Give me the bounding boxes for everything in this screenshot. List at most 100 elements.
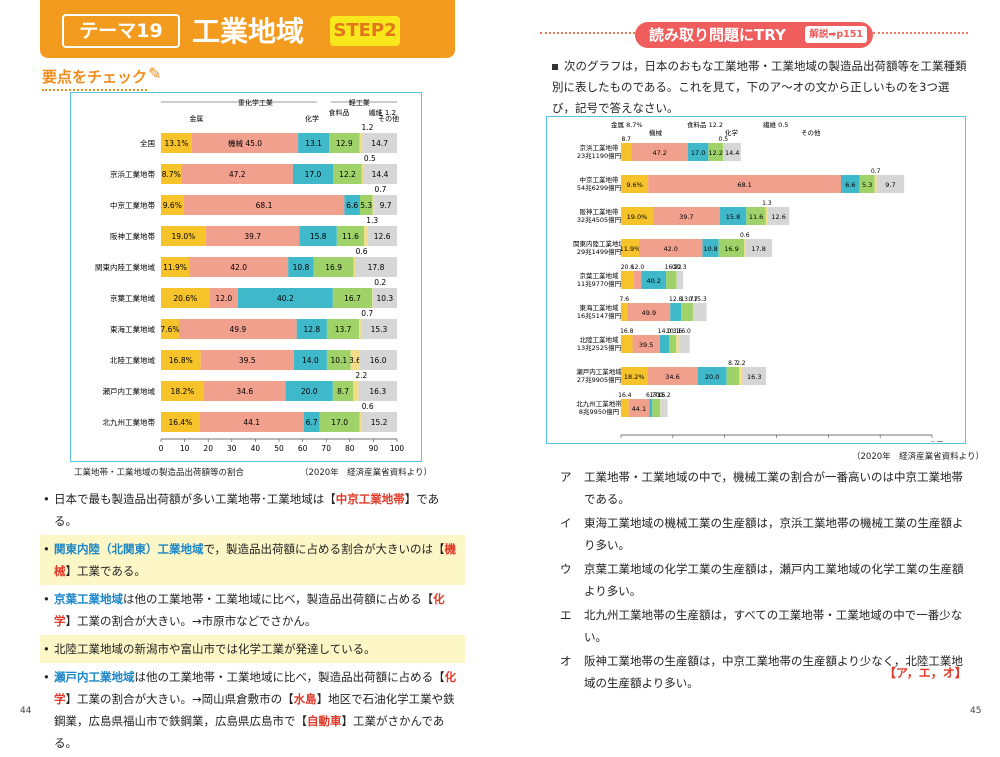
data-label: 39.7 (244, 232, 261, 241)
row-label: 阪神工業地帯 (110, 231, 155, 241)
row-total: 27兆9905億円 (577, 375, 621, 384)
answer-link[interactable]: 解説➡p151 (805, 26, 867, 43)
data-label: 12.6 (374, 232, 391, 241)
row-total: 16兆5147億円 (577, 311, 621, 320)
data-label: 14.4 (725, 149, 739, 157)
chart-source: （2020年 経済産業省資料より） (300, 466, 432, 478)
data-label: 16.3 (747, 373, 761, 381)
data-label: 9.7 (885, 181, 895, 189)
chart2-source: （2020年 経済産業省資料より） (852, 450, 984, 462)
data-label: 20.0 (705, 373, 719, 381)
data-label: 16.7 (344, 294, 361, 303)
choice-text: 北九州工業地帯の生産額は，すべての工業地帯・工業地域の中で一番少ない。 (584, 604, 965, 648)
answer: 【ア，エ，オ】 (884, 664, 967, 681)
page-number-right: 45 (970, 706, 981, 716)
page-title: 工業地域 (192, 10, 304, 50)
question-body: 次のグラフは，日本のおもな工業地帯・工業地域の製造品出荷額等を工業種類別に表した… (552, 59, 967, 115)
data-label: 11.9% (620, 245, 641, 253)
x-tick-label: 10 (668, 441, 677, 442)
row-label: 京浜工業地帯 (110, 169, 155, 179)
data-label: 20.0 (301, 387, 318, 396)
bar-segment (727, 367, 740, 385)
row-label: 阪神工業地帯 (580, 207, 620, 216)
choice-item: イ東海工業地域の機械工業の生産額は，京浜工業地帯の機械工業の生産額より多い。 (560, 512, 965, 556)
data-label: 5.3 (862, 181, 872, 189)
data-label: 16.8% (169, 356, 193, 365)
key-point: 瀬戸内工業地域は他の工業地帯・工業地域に比べ，製造品出荷額に占める【化学】工業の… (40, 663, 465, 757)
bar-segment (669, 335, 676, 353)
bar-segment (621, 271, 634, 289)
data-label: 17.8 (368, 263, 385, 272)
x-tick-label: 0 (159, 444, 164, 453)
key-point: 関東内陸（北関東）工業地域で，製造品出荷額に占める割合が大きいのは【機械】工業で… (40, 535, 465, 585)
bar-segment (621, 143, 631, 161)
bar-segment (723, 143, 724, 161)
bar-segment (744, 239, 745, 257)
choice-key: イ (560, 512, 584, 556)
bar-segment (353, 381, 358, 401)
data-label: 12.2 (708, 149, 722, 157)
data-label: 20.6% (173, 294, 197, 303)
bar-segment (693, 303, 694, 321)
series-label: 金属 (189, 114, 203, 123)
data-label: 14.7 (371, 139, 388, 148)
choice-text: 京葉工業地域の化学工業の生産額は，瀬戸内工業地域の化学工業の生産額より多い。 (584, 558, 965, 602)
data-label: 42.0 (230, 263, 247, 272)
x-tick-label: 10 (180, 444, 190, 453)
row-label: 北九州工業地帯 (103, 417, 156, 427)
data-label: 16.8 (620, 328, 634, 335)
text: は他の工業地帯・工業地域に比べ，製造品出荷額に占める【 (135, 670, 445, 684)
data-label: 1.3 (762, 200, 772, 207)
key-point: 北陸工業地域の新潟市や富山市では化学工業が発達している。 (40, 635, 465, 663)
data-label: 42.0 (663, 245, 677, 253)
data-label: 5.3 (360, 201, 372, 210)
data-label: 18.2% (624, 373, 645, 381)
data-label: 49.9 (642, 309, 656, 317)
choice-text: 東海工業地域の機械工業の生産額は，京浜工業地帯の機械工業の生産額より多い。 (584, 512, 965, 556)
data-label: 8.7 (621, 136, 631, 143)
data-label: 14.4 (372, 170, 389, 179)
group-label-light: 軽工業 (349, 98, 370, 107)
data-label: 17.0 (305, 170, 322, 179)
row-label: 北九州工業地帯 (576, 399, 622, 408)
bar-segment (621, 303, 628, 321)
bar-segment (694, 303, 707, 321)
data-label: 17.0 (691, 149, 705, 157)
data-label: 49.9 (229, 325, 246, 334)
question-text: 次のグラフは，日本のおもな工業地帯・工業地域の製造品出荷額等を工業種類別に表した… (552, 56, 972, 119)
text: 日本で最も製造品出荷額が多い工業地帯･工業地域は【 (54, 492, 336, 506)
data-label: 12.0 (631, 264, 645, 271)
bar-segment (354, 257, 355, 277)
data-label: 17.8 (751, 245, 765, 253)
bar-segment (679, 335, 690, 353)
data-label: 15.8 (310, 232, 327, 241)
bar-segment (649, 399, 652, 417)
step-badge: STEP2 (330, 16, 400, 46)
x-tick-label: 20 (203, 444, 213, 453)
row-total: 23兆1190億円 (577, 151, 621, 160)
answer-term: 中京工業地帯 (336, 492, 405, 506)
row-total: 8兆9950億円 (579, 407, 619, 416)
data-label: 19.0% (172, 232, 196, 241)
row-label: 京浜工業地帯 (580, 143, 620, 152)
key-point: 日本で最も製造品出荷額が多い工業地帯･工業地域は【中京工業地帯】である。 (40, 485, 465, 535)
data-label: 40.2 (646, 277, 660, 285)
data-label: 0.6 (362, 402, 374, 411)
data-label: 1.2 (361, 123, 373, 132)
data-label: 2.2 (736, 360, 746, 367)
bar-segment (666, 271, 676, 289)
x-tick-label: 0 (619, 441, 623, 442)
row-label: 瀬戸内工業地域 (103, 386, 156, 396)
x-tick-label: 100 (390, 444, 405, 453)
text: 】工業の割合が大きい。→岡山県倉敷市の【 (66, 692, 294, 706)
data-label: 47.2 (229, 170, 246, 179)
data-label: 12.8 (303, 325, 320, 334)
data-label: 13.1 (305, 139, 322, 148)
data-label: 12.9 (336, 139, 353, 148)
bar-segment (360, 412, 361, 432)
legend-label: 食料品 12.2 (687, 120, 723, 129)
x-tick-label: 70 (321, 444, 331, 453)
choice-item: エ北九州工業地帯の生産額は，すべての工業地帯・工業地域の中で一番少ない。 (560, 604, 965, 648)
data-label: 12.2 (339, 170, 356, 179)
